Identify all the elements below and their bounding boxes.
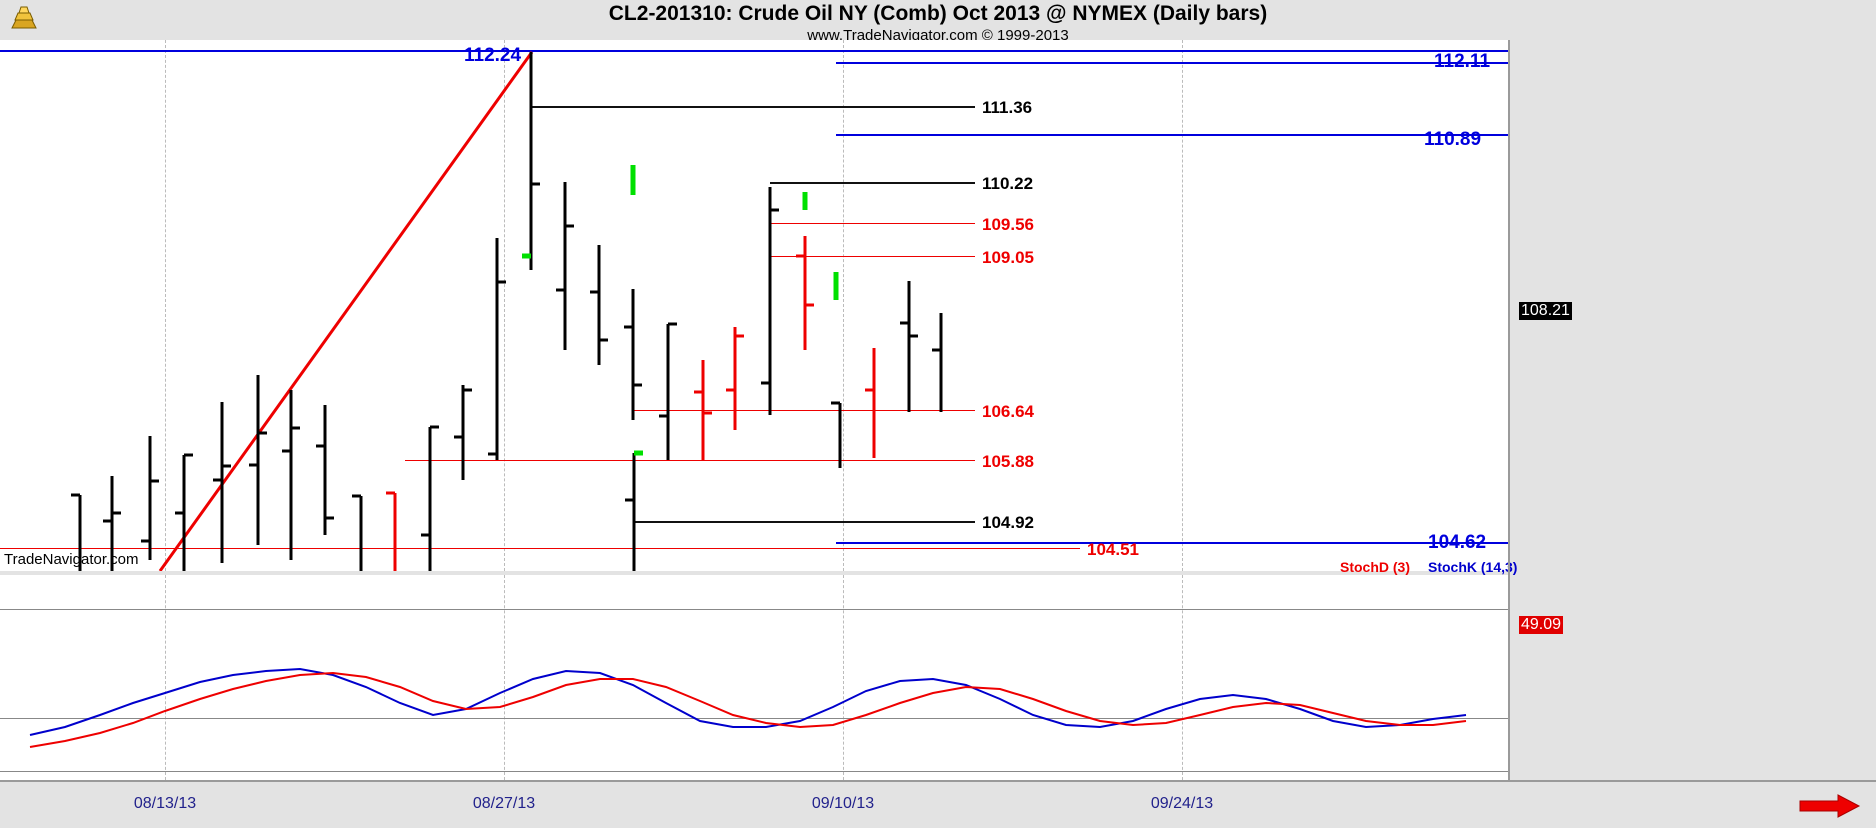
level-line-110-89 [836, 134, 1508, 136]
stoch-d-line [29, 671, 1467, 748]
level-label-109-56: 109.56 [982, 215, 1034, 234]
y-axis-divider [1508, 40, 1510, 780]
level-line-109-05 [770, 256, 975, 257]
stoch-k-legend: StochK (14,3) [1428, 559, 1518, 575]
level-label-104-62: 104.62 [1428, 532, 1487, 553]
gridline-vertical [1182, 40, 1183, 571]
level-line-111-36 [531, 106, 975, 108]
date-axis-label: 09/10/13 [811, 795, 875, 812]
level-label-110-89: 110.89 [1424, 129, 1482, 150]
level-label-109-05: 109.05 [982, 248, 1034, 267]
price-plot-area[interactable]: 111.36 110.22 109.56 109.05 106.64 105.8… [0, 40, 1508, 602]
last-price-tag: 108.21 [1519, 302, 1572, 320]
level-label-112-24: 112.24 [464, 45, 522, 66]
level-label-111-36: 111.36 [982, 98, 1033, 117]
date-axis-label: 08/13/13 [133, 795, 197, 812]
watermark-text: TradeNavigator.com [4, 551, 139, 568]
chart-header: CL2-201310: Crude Oil NY (Comb) Oct 2013… [0, 0, 1876, 44]
level-label-106-64: 106.64 [982, 402, 1034, 421]
gridline-vertical [165, 40, 166, 571]
level-label-112-11: 112.11 [1434, 51, 1491, 72]
stoch-d-legend: StochD (3) [1340, 559, 1410, 575]
level-line-104-62 [836, 542, 1508, 544]
stoch-gridline-80 [0, 609, 1508, 610]
level-line-110-22 [770, 182, 975, 184]
stoch-gridline-0 [0, 771, 1508, 772]
date-axis-label: 08/27/13 [472, 795, 536, 812]
level-line-104-51 [0, 548, 1080, 549]
panel-separator [0, 571, 1508, 575]
stoch-k-line [29, 667, 1467, 736]
date-axis[interactable]: 08/13/13 08/27/13 09/10/13 09/24/13 [0, 780, 1876, 828]
level-label-104-92: 104.92 [982, 513, 1034, 532]
level-line-104-92 [634, 521, 975, 523]
chart-subtitle: www.TradeNavigator.com © 1999-2013 [807, 27, 1069, 44]
page-title: CL2-201310: Crude Oil NY (Comb) Oct 2013… [608, 2, 1268, 25]
level-line-105-88 [405, 460, 975, 461]
gridline-vertical [504, 40, 505, 571]
ohlc-bars [71, 51, 943, 602]
gold-bar-icon [6, 2, 42, 38]
level-label-104-51: 104.51 [1087, 540, 1139, 559]
level-line-112-11-long [0, 50, 1508, 52]
level-line-106-64 [634, 410, 975, 411]
stochastic-curves [29, 667, 1467, 748]
stoch-gridline-20 [0, 718, 1508, 719]
level-line-112-11 [836, 62, 1508, 64]
level-label-105-88: 105.88 [982, 452, 1034, 471]
level-label-110-22: 110.22 [982, 174, 1034, 193]
gridline-vertical [843, 575, 844, 780]
trendline [158, 51, 534, 572]
gridline-vertical [843, 40, 844, 571]
price-axis[interactable]: 112.00 111.50 111.00 110.50 110.00 109.5… [1520, 40, 1876, 780]
gridline-vertical [1182, 575, 1183, 780]
stochastic-plot-area[interactable]: StochD (3) StochK (14,3) [0, 559, 1517, 780]
level-line-109-56 [770, 223, 975, 224]
gridline-vertical [165, 575, 166, 780]
date-axis-label: 09/24/13 [1150, 795, 1214, 812]
stoch-last-value-tag: 49.09 [1519, 616, 1564, 634]
gridline-vertical [504, 575, 505, 780]
